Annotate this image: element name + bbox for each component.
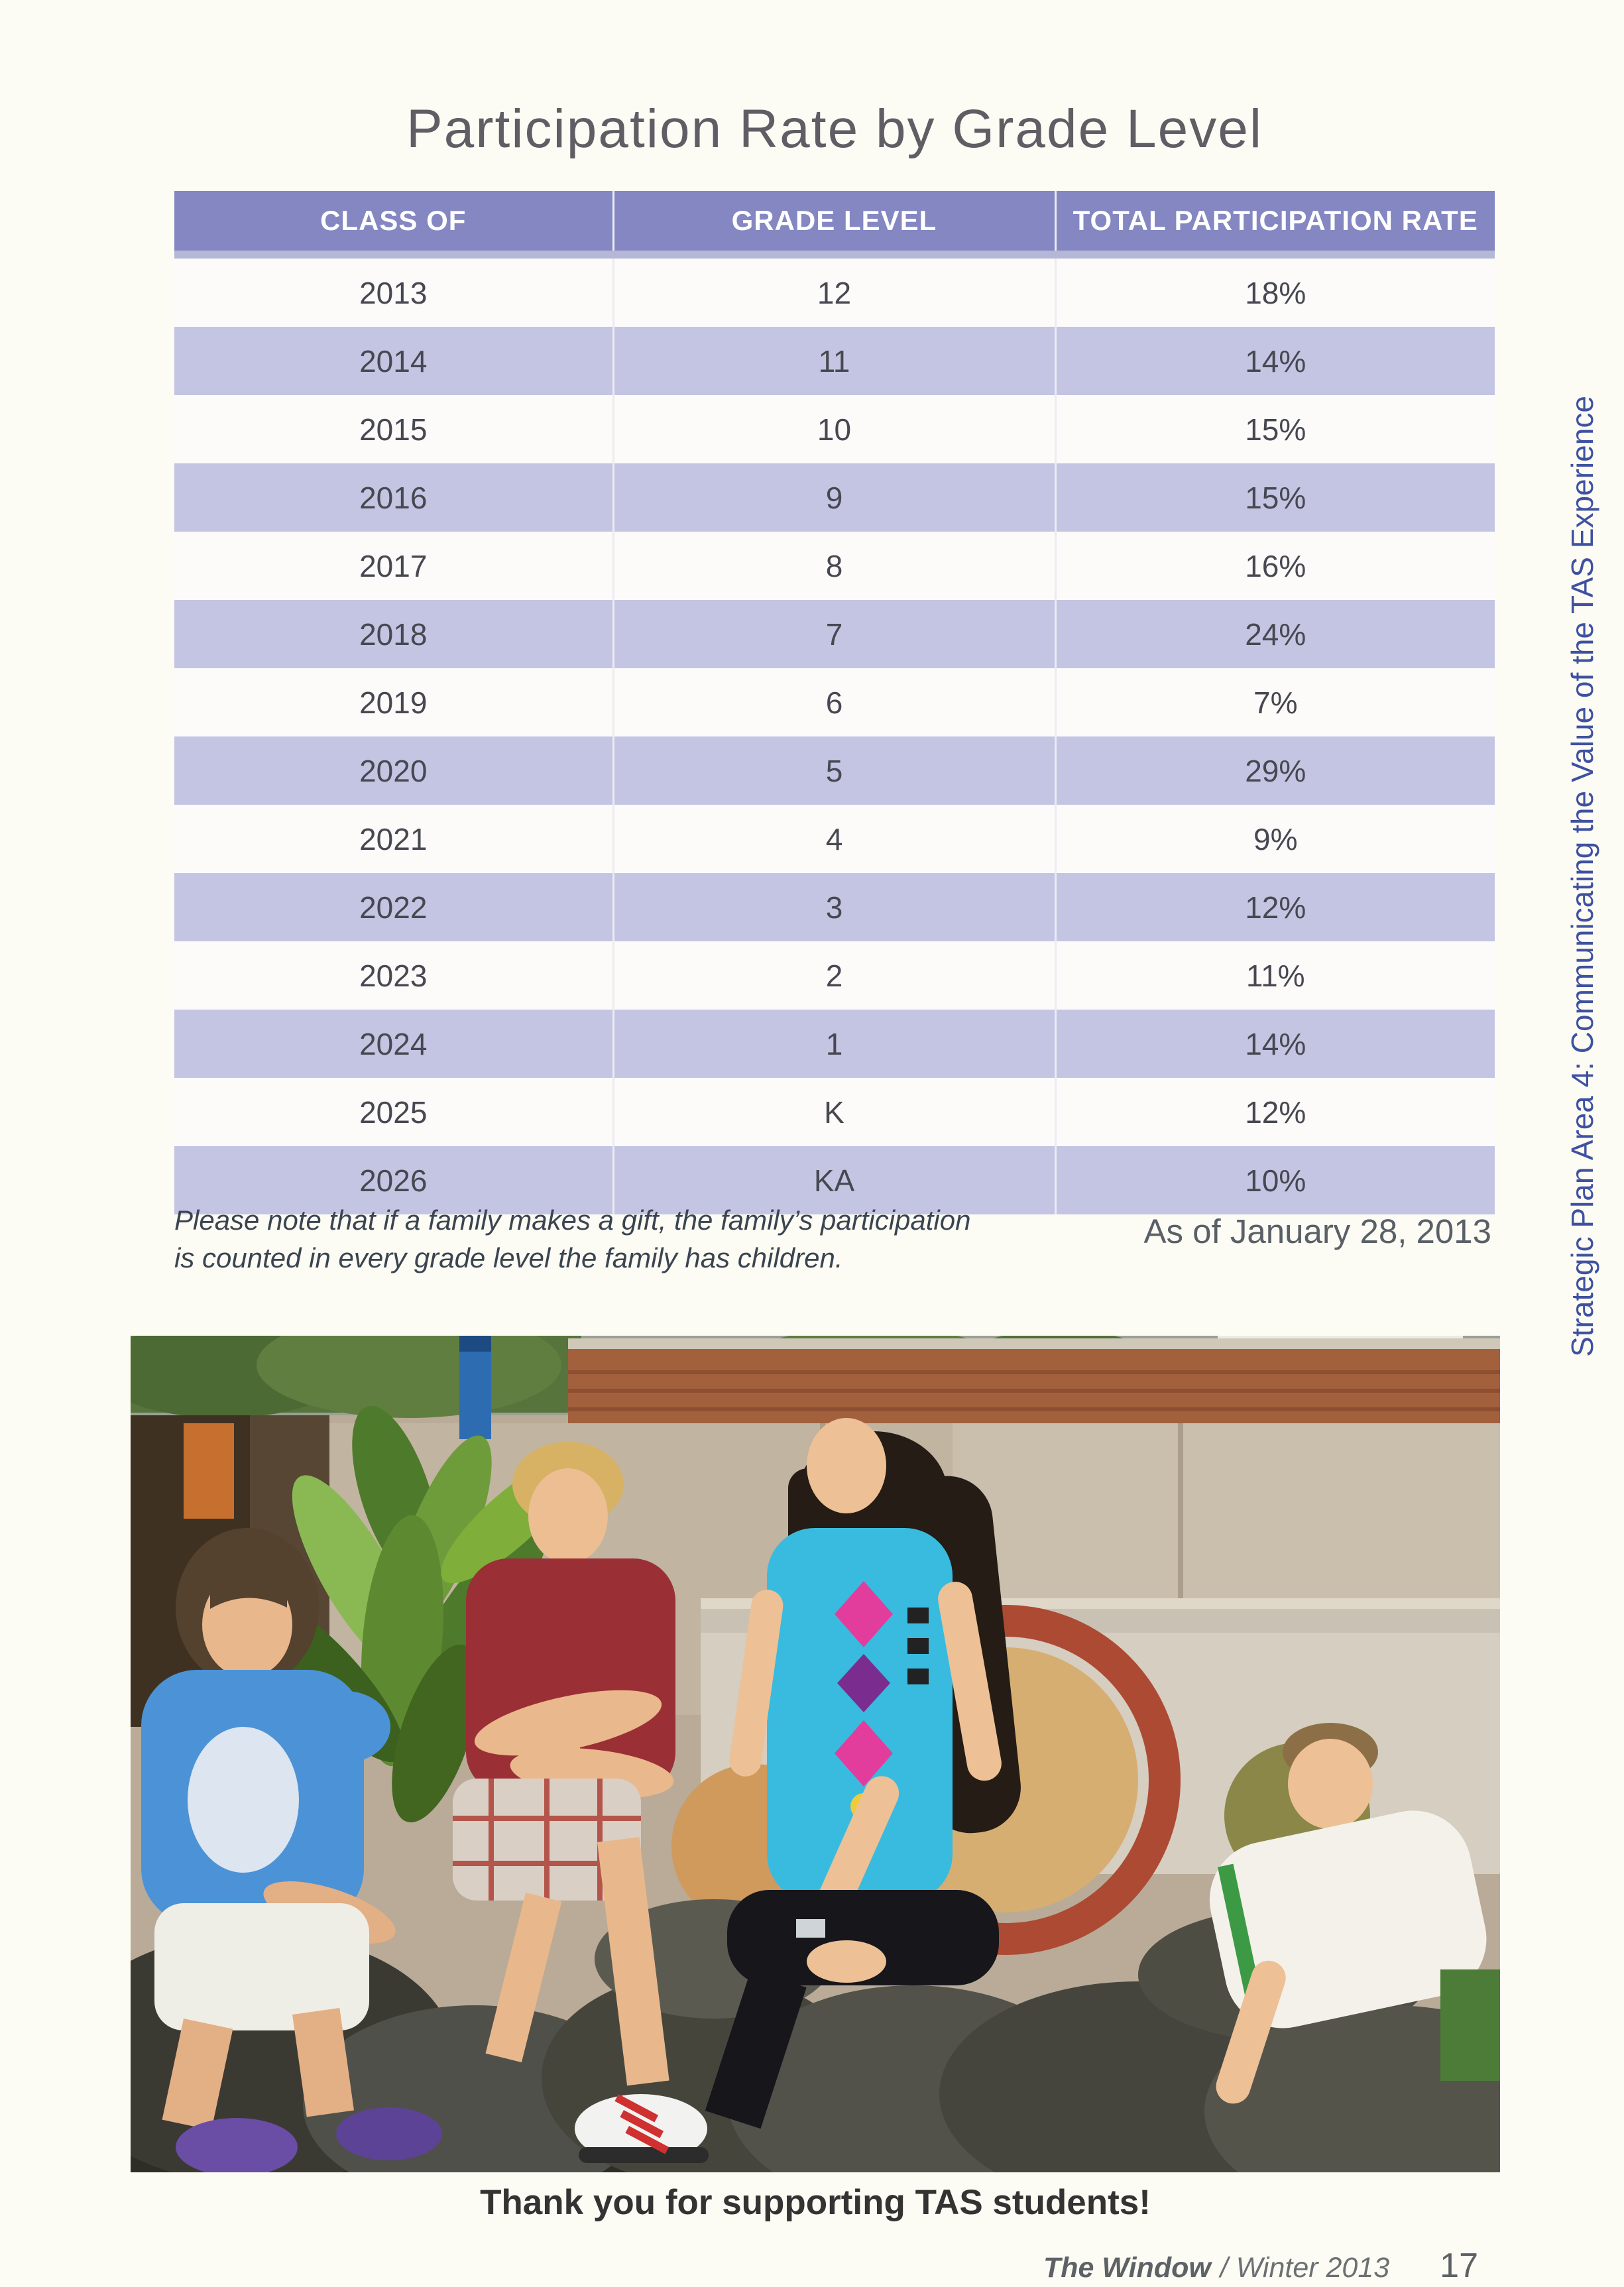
table-cell: 6 [612, 668, 1055, 736]
table-row: 2023 2 11% [174, 941, 1495, 1010]
table-cell: 18% [1054, 255, 1495, 327]
magazine-title: The Window [1043, 2252, 1211, 2284]
table-cell: 10% [1054, 1146, 1495, 1214]
table-cell: K [612, 1078, 1055, 1146]
table-cell: 14% [1054, 327, 1495, 395]
table-row: 2026 KA 10% [174, 1146, 1495, 1214]
table-cell: 2026 [174, 1146, 613, 1214]
table-row: 2022 3 12% [174, 873, 1495, 941]
table-cell: 2 [612, 941, 1055, 1010]
table-row: 2018 7 24% [174, 600, 1495, 668]
table-row: 2015 10 15% [174, 395, 1495, 463]
table-cell: 11 [612, 327, 1055, 395]
table-cell: 12% [1054, 873, 1495, 941]
table-cell: 2017 [174, 532, 613, 600]
table-cell: 11% [1054, 941, 1495, 1010]
table-cell: 8 [612, 532, 1055, 600]
table-cell: 7% [1054, 668, 1495, 736]
page-title: Participation Rate by Grade Level [406, 99, 1263, 159]
table-cell: 2025 [174, 1078, 613, 1146]
table-cell: 4 [612, 805, 1055, 873]
participation-table-body: 2013 12 18% 2014 11 14% 2015 10 15% 2016 9 15% 2017 8… [174, 255, 1495, 1214]
issue-label: / Winter 2013 [1220, 2252, 1390, 2284]
table-cell: 1 [612, 1010, 1055, 1078]
table-cell: 15% [1054, 395, 1495, 463]
photo-caption: Thank you for supporting TAS students! [480, 2183, 1151, 2222]
participation-table: CLASS OF GRADE LEVEL TOTAL PARTICIPATION… [174, 191, 1495, 1214]
table-row: 2017 8 16% [174, 532, 1495, 600]
table-row: 2016 9 15% [174, 463, 1495, 532]
table-cell: 29% [1054, 736, 1495, 805]
table-cell: 2022 [174, 873, 613, 941]
table-cell: 2019 [174, 668, 613, 736]
page-number: 17 [1440, 2247, 1478, 2285]
table-row: 2020 5 29% [174, 736, 1495, 805]
table-cell: 2016 [174, 463, 613, 532]
students-photo [131, 1336, 1500, 2172]
table-cell: 9% [1054, 805, 1495, 873]
col-header-class-of: CLASS OF [174, 191, 613, 259]
table-cell: 2021 [174, 805, 613, 873]
table-row: 2024 1 14% [174, 1010, 1495, 1078]
table-cell: 2023 [174, 941, 613, 1010]
table-row: 2021 4 9% [174, 805, 1495, 873]
note-line-1: Please note that if a family makes a gif… [174, 1204, 971, 1236]
table-cell: 2014 [174, 327, 613, 395]
table-row: 2025 K 12% [174, 1078, 1495, 1146]
table-cell: 5 [612, 736, 1055, 805]
table-row: 2014 11 14% [174, 327, 1495, 395]
table-cell: 24% [1054, 600, 1495, 668]
table-cell: 2013 [174, 255, 613, 327]
participation-note: Please note that if a family makes a gif… [174, 1201, 1003, 1277]
table-cell: 12 [612, 255, 1055, 327]
table-cell: 16% [1054, 532, 1495, 600]
page-footer: The Window / Winter 2013 17 [1043, 2246, 1478, 2286]
photo-students [141, 1418, 1500, 2172]
table-cell: 14% [1054, 1010, 1495, 1078]
table-cell: 3 [612, 873, 1055, 941]
table-cell: 10 [612, 395, 1055, 463]
table-cell: 2018 [174, 600, 613, 668]
sidebar-strategic-plan-label: Strategic Plan Area 4: Communicating the… [1565, 396, 1599, 1357]
as-of-date: As of January 28, 2013 [1143, 1212, 1491, 1250]
table-header-row: CLASS OF GRADE LEVEL TOTAL PARTICIPATION… [174, 191, 1495, 259]
table-row: 2013 12 18% [174, 255, 1495, 327]
col-header-total-participation-rate: TOTAL PARTICIPATION RATE [1054, 191, 1495, 259]
table-cell: 2020 [174, 736, 613, 805]
table-cell: 15% [1054, 463, 1495, 532]
table-cell: 9 [612, 463, 1055, 532]
students-photo-illustration [131, 1336, 1500, 2172]
table-row: 2019 6 7% [174, 668, 1495, 736]
col-header-grade-level: GRADE LEVEL [612, 191, 1055, 259]
table-cell: 2024 [174, 1010, 613, 1078]
note-line-2: is counted in every grade level the fami… [174, 1242, 843, 1273]
table-cell: 2015 [174, 395, 613, 463]
table-cell: KA [612, 1146, 1055, 1214]
table-cell: 7 [612, 600, 1055, 668]
table-cell: 12% [1054, 1078, 1495, 1146]
